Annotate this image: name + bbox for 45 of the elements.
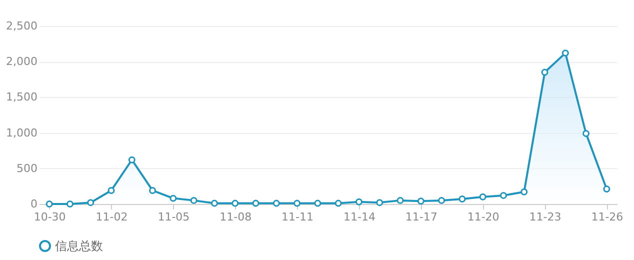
legend-label: 信息总数 [55,239,103,253]
point [252,200,260,207]
x-tick-label: 11-17 [405,210,438,224]
point [541,68,548,76]
x-tick-label: 11-14 [343,210,376,224]
point [294,200,301,207]
point [458,196,466,202]
x-tick-label: 11-26 [591,210,624,224]
point [170,194,177,202]
point [603,186,610,193]
point [376,199,384,206]
point [562,50,569,57]
x-tick-label: 11-08 [220,210,252,224]
x-tick-label: 11-11 [282,210,314,224]
point [210,200,218,207]
x-tick-label: 11-23 [529,210,562,224]
y-tick-label: 1,500 [6,90,38,104]
point [314,200,322,207]
y-tick-label: 2,000 [6,55,38,68]
x-tick-label: 11-02 [96,210,128,224]
point [87,199,94,206]
point [232,200,239,207]
y-tick-label: 0 [30,198,38,210]
point [500,192,507,199]
point [149,186,156,194]
point [479,193,486,200]
point [46,200,53,208]
point [520,188,528,196]
y-tick-label: 1,000 [6,126,38,140]
y-tick-label: 2,500 [6,20,38,32]
point [66,200,74,208]
point [108,186,115,194]
point [582,130,590,137]
point [128,156,136,164]
point [417,198,424,205]
point [272,200,280,207]
x-tick-label: 11-20 [467,210,500,224]
point [355,198,362,206]
point [438,196,446,204]
point [190,196,198,204]
x-tick-label: 10-30 [34,210,66,224]
point [334,200,342,207]
y-tick-label: 500 [16,162,38,175]
point [396,196,404,204]
x-tick-label: 11-05 [158,210,190,224]
